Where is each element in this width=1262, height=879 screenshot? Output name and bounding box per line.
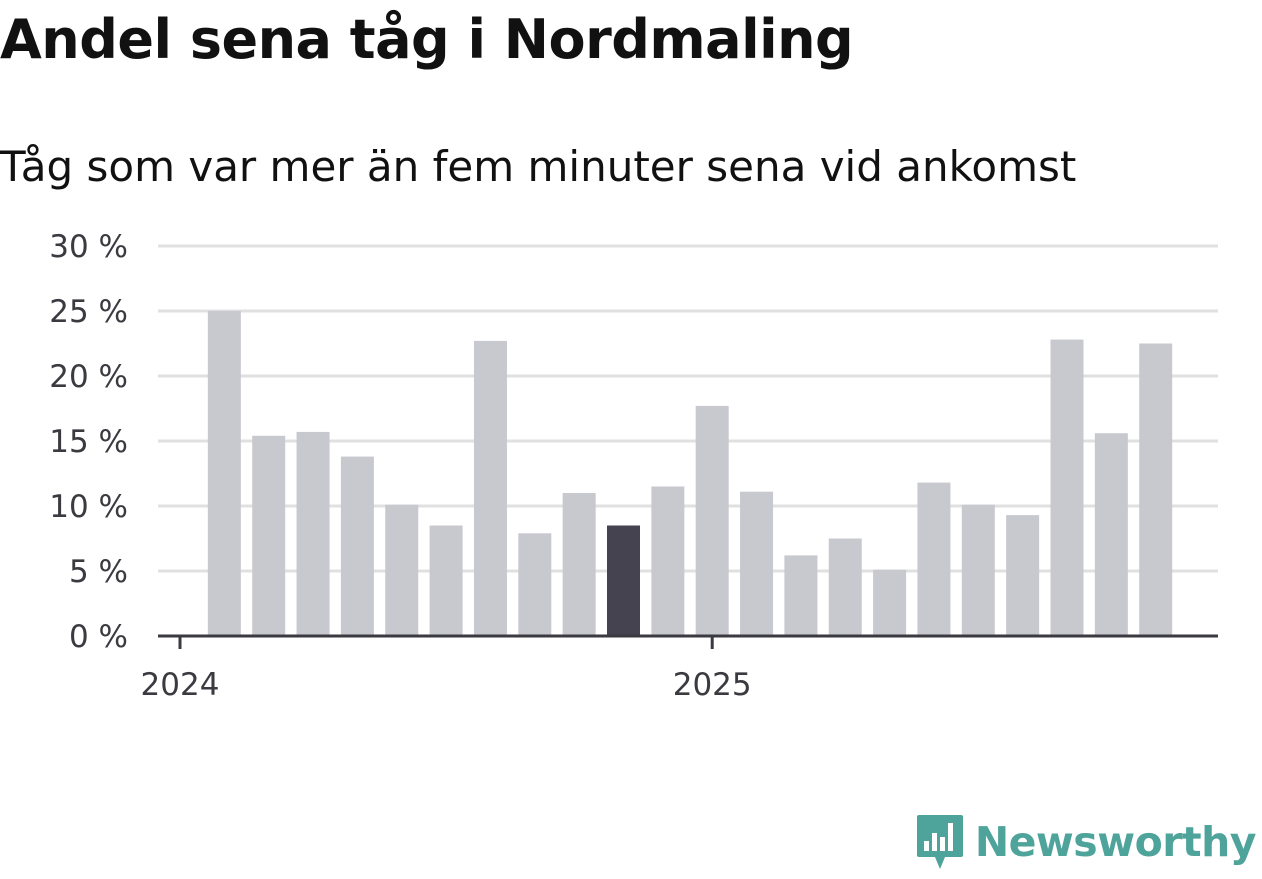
y-tick-label: 25 %: [49, 294, 128, 330]
bar-2025-02: [784, 555, 818, 636]
y-tick-label: 20 %: [49, 359, 128, 395]
bar-2024-10: [607, 525, 640, 636]
chart-subtitle: Tåg som var mer än fem minuter sena vid …: [0, 142, 1077, 191]
bar-2025-01: [740, 491, 774, 636]
grid-lines: [158, 244, 1218, 573]
bar-2024-11: [651, 486, 685, 636]
x-axis-ticks: 2024 2025: [141, 636, 752, 703]
bar-2025-07: [1006, 515, 1040, 636]
bar-2025-10: [1139, 343, 1173, 636]
y-tick-label: 5 %: [69, 554, 128, 590]
chart-title: Andel sena tåg i Nordmaling: [0, 8, 854, 71]
y-tick-label: 15 %: [49, 424, 128, 460]
bar-2025-04: [873, 569, 907, 636]
bar-2024-08: [518, 533, 552, 636]
bar-2024-05: [385, 504, 419, 636]
x-tick-label: 2024: [141, 667, 220, 703]
bars: [207, 311, 1173, 636]
y-axis-ticks: 0 % 5 % 10 % 15 % 20 % 25 % 30 %: [49, 229, 128, 655]
bar-2025-09: [1094, 433, 1128, 636]
bar-2024-02: [252, 435, 286, 636]
bar-2025-08: [1050, 339, 1084, 636]
bar-2024-09: [562, 493, 596, 636]
bar-2024-07: [473, 340, 507, 636]
bar-2024-01: [207, 311, 241, 636]
brand-logo: Newsworthy: [915, 813, 1257, 871]
y-tick-label: 0 %: [69, 619, 128, 655]
bar-2024-03: [296, 431, 330, 636]
newsworthy-logo-icon: [916, 815, 963, 869]
bar-2025-05: [917, 482, 951, 636]
x-tick-label: 2025: [673, 667, 752, 703]
y-tick-label: 10 %: [49, 489, 128, 525]
bar-2024-12: [695, 405, 729, 636]
bar-2025-06: [961, 504, 995, 636]
bar-2024-06: [429, 525, 463, 636]
brand-name: Newsworthy: [974, 818, 1257, 866]
bar-2025-03: [828, 538, 862, 636]
bar-2024-04: [340, 456, 374, 636]
y-tick-label: 30 %: [49, 229, 128, 265]
